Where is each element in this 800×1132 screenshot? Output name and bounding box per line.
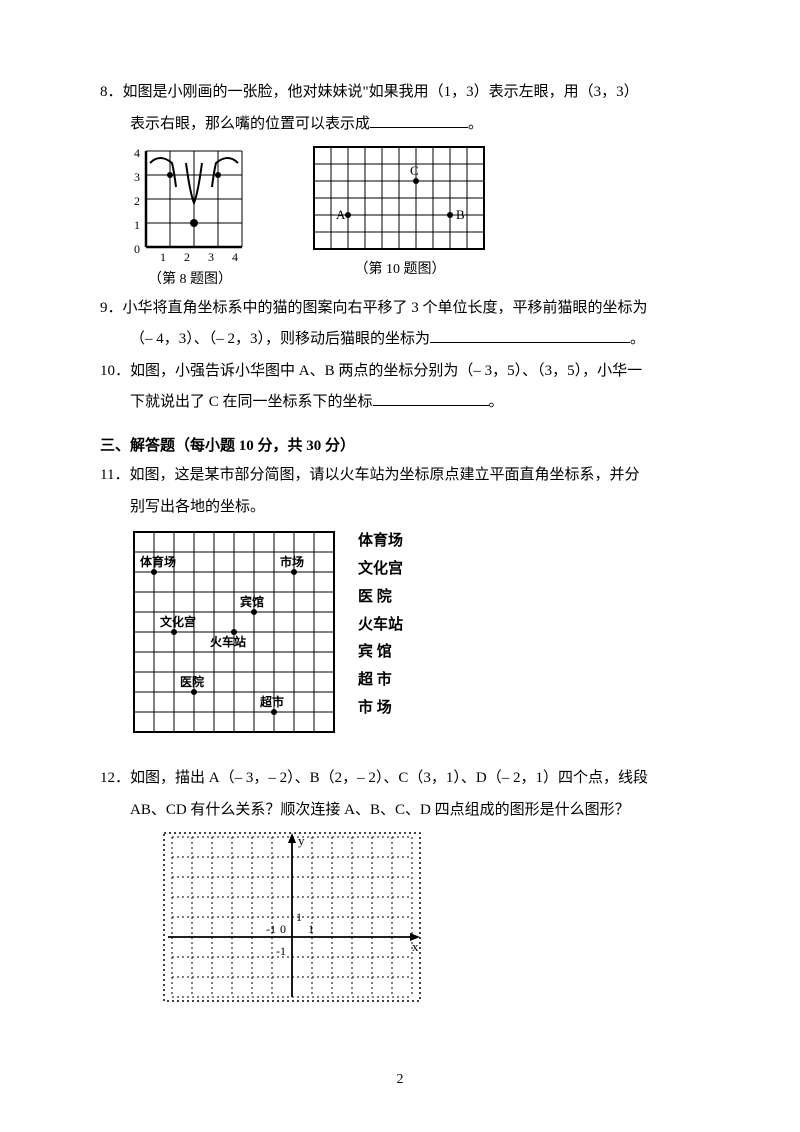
svg-text:B: B: [456, 207, 465, 222]
q8-num: 8．: [100, 84, 123, 100]
q9-line1: 小华将直角坐标系中的猫的图案向右平移了 3 个单位长度，平移前猫眼的坐标为: [123, 300, 648, 316]
q10-num: 10．: [100, 363, 130, 379]
q11-num: 11．: [100, 467, 129, 483]
q11-location-list: 体育场 文化宫 医 院 火车站 宾 馆 超 市 市 场: [358, 528, 403, 722]
q12-line1: 如图，描出 A（– 3，– 2）、B（2，– 2）、C（3，1）、D（– 2，1…: [130, 770, 648, 786]
svg-text:-1: -1: [266, 922, 276, 936]
section-3-heading: 三、解答题（每小题 10 分，共 30 分）: [100, 434, 710, 460]
svg-text:0: 0: [134, 242, 140, 256]
svg-text:A: A: [336, 207, 346, 222]
figure-q10: A B C （第 10 题图）: [310, 143, 490, 292]
q12-num: 12．: [100, 770, 130, 786]
svg-text:1: 1: [134, 218, 140, 232]
svg-text:市场: 市场: [280, 554, 304, 569]
svg-text:超市: 超市: [259, 694, 284, 709]
q9-num: 9．: [100, 300, 123, 316]
svg-text:2: 2: [184, 250, 190, 264]
q11-line2: 别写出各地的坐标。: [130, 499, 265, 515]
svg-text:体育场: 体育场: [140, 554, 176, 569]
q8-line1: 如图是小刚画的一张脸，他对妹妹说"如果我用（1，3）表示左眼，用（3，3）: [123, 84, 639, 100]
svg-text:-1: -1: [276, 944, 286, 958]
svg-text:4: 4: [134, 146, 140, 160]
fig10-caption: （第 10 题图）: [310, 258, 490, 282]
q8-line2: 表示右眼，那么嘴的位置可以表示成: [130, 116, 370, 132]
svg-text:1: 1: [308, 922, 314, 936]
svg-text:3: 3: [208, 250, 214, 264]
svg-text:2: 2: [134, 194, 140, 208]
q11-line1: 如图，这是某市部分简图，请以火车站为坐标原点建立平面直角坐标系，并分: [129, 467, 639, 483]
svg-text:宾馆: 宾馆: [240, 594, 264, 609]
svg-text:0: 0: [280, 922, 286, 936]
svg-text:y: y: [298, 833, 305, 848]
svg-text:医院: 医院: [180, 674, 204, 689]
svg-text:文化宫: 文化宫: [160, 614, 196, 629]
figure-q11: 体育场 市场 宾馆 文化宫 火车站 医院 超市: [130, 528, 340, 738]
figure-q12: y x 1 -1 0 1 -1: [160, 829, 710, 1009]
q8-blank[interactable]: [370, 112, 468, 128]
q9-blank[interactable]: [430, 327, 630, 343]
q10-line2a: 下就说出了 C 在同一坐标系下的坐标: [130, 394, 373, 410]
fig8-caption: （第 8 题图）: [130, 268, 250, 292]
q8-line3: 。: [468, 116, 483, 132]
q9-line2b: 。: [630, 331, 645, 347]
q9-line2a: （– 4，3）、（– 2，3），则移动后猫眼的坐标为: [130, 331, 430, 347]
svg-text:4: 4: [232, 250, 238, 264]
q10-line1: 如图，小强告诉小华图中 A、B 两点的坐标分别为（– 3，5）、（3，5），小华…: [130, 363, 642, 379]
svg-text:3: 3: [134, 170, 140, 184]
q12-line2: AB、CD 有什么关系？顺次连接 A、B、C、D 四点组成的图形是什么图形？: [130, 802, 630, 818]
svg-text:1: 1: [160, 250, 166, 264]
svg-text:x: x: [412, 939, 419, 954]
svg-text:C: C: [410, 163, 419, 178]
svg-text:火车站: 火车站: [210, 634, 246, 649]
svg-text:1: 1: [296, 910, 302, 924]
q10-line2b: 。: [489, 394, 504, 410]
page-number: 2: [0, 1068, 800, 1092]
q10-blank[interactable]: [373, 390, 489, 406]
figure-q8: 4 3 2 1 0 1 2 3 4 （第 8 题图）: [130, 143, 250, 292]
